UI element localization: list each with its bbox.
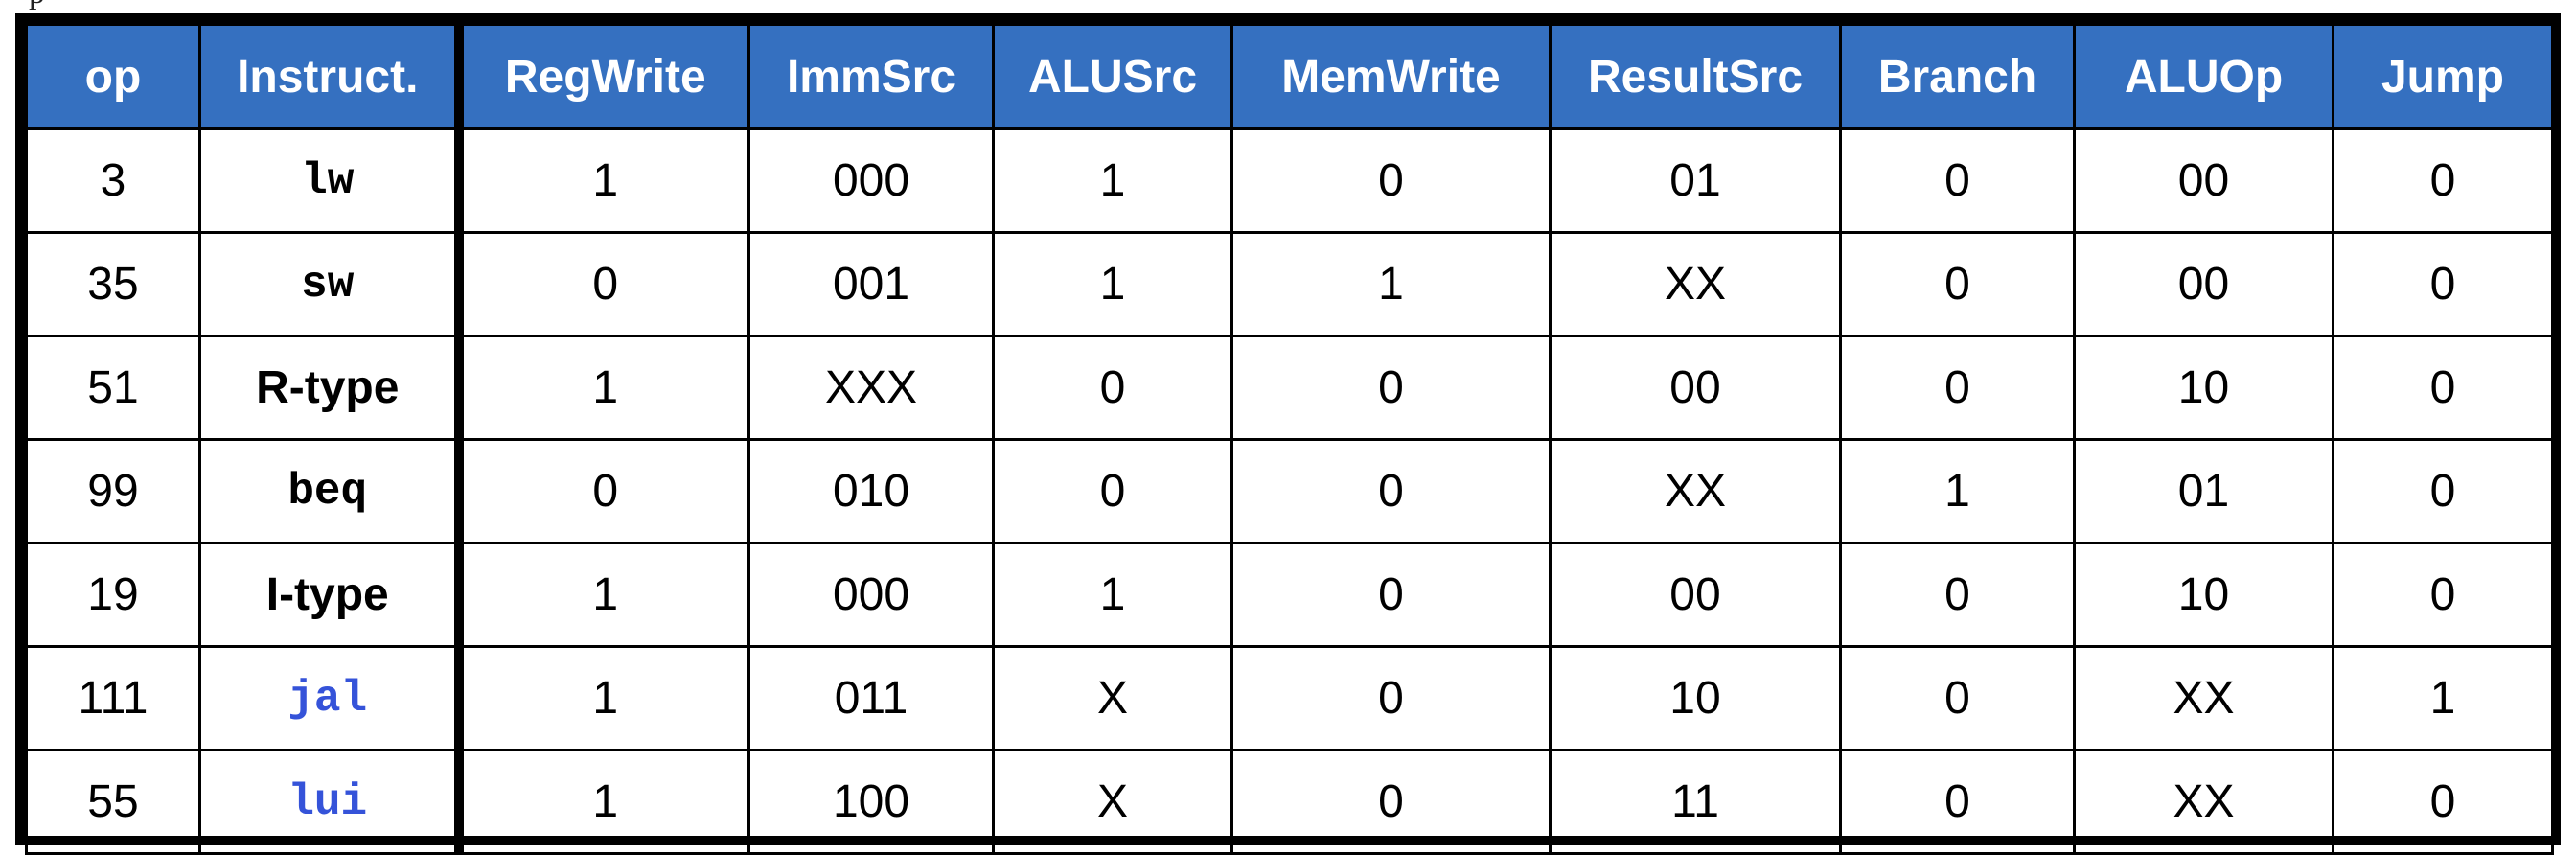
cell-instruction: I-type [198, 542, 464, 648]
table-row: 19 I-type 1 000 1 0 00 0 10 0 [25, 542, 2554, 648]
cell-memwrite: 1 [1230, 231, 1552, 337]
control-signal-table: op Instruct. RegWrite ImmSrc ALUSrc MemW… [25, 23, 2554, 855]
cell-resultsrc: 01 [1549, 127, 1842, 234]
cell-alusrc: 1 [992, 127, 1233, 234]
cell-op: 3 [25, 127, 201, 234]
cell-alusrc: 1 [992, 542, 1233, 648]
cell-op: 55 [25, 749, 201, 855]
cell-immsrc: 001 [748, 231, 995, 337]
table-row: 35 sw 0 001 1 1 XX 0 00 0 [25, 231, 2554, 337]
cell-alusrc: 0 [992, 335, 1233, 441]
table-row: 55 lui 1 100 X 0 11 0 XX 0 [25, 749, 2554, 855]
cell-resultsrc: 00 [1549, 542, 1842, 648]
cell-memwrite: 0 [1230, 438, 1552, 544]
cell-instruction: beq [198, 438, 464, 544]
cell-regwrite: 1 [457, 645, 750, 751]
cell-regwrite: 0 [457, 231, 750, 337]
table-header-row: op Instruct. RegWrite ImmSrc ALUSrc MemW… [25, 23, 2554, 130]
cell-jump: 0 [2332, 127, 2554, 234]
cell-aluop: 01 [2073, 438, 2334, 544]
cell-immsrc: 010 [748, 438, 995, 544]
cell-op: 99 [25, 438, 201, 544]
cell-resultsrc: 10 [1549, 645, 1842, 751]
cell-instruction: lw [198, 127, 464, 234]
cell-jump: 0 [2332, 749, 2554, 855]
header-regwrite: RegWrite [457, 23, 750, 130]
cell-op: 111 [25, 645, 201, 751]
cell-branch: 0 [1839, 542, 2076, 648]
cell-resultsrc: 11 [1549, 749, 1842, 855]
header-immsrc: ImmSrc [748, 23, 995, 130]
cell-regwrite: 0 [457, 438, 750, 544]
cell-jump: 1 [2332, 645, 2554, 751]
cell-regwrite: 1 [457, 542, 750, 648]
header-alusrc: ALUSrc [992, 23, 1233, 130]
cell-op: 51 [25, 335, 201, 441]
table-row: 3 lw 1 000 1 0 01 0 00 0 [25, 127, 2554, 234]
cell-jump: 0 [2332, 335, 2554, 441]
header-op: op [25, 23, 201, 130]
cell-aluop: XX [2073, 645, 2334, 751]
control-signal-table-frame: op Instruct. RegWrite ImmSrc ALUSrc MemW… [15, 13, 2561, 855]
cell-op: 19 [25, 542, 201, 648]
cell-alusrc: X [992, 645, 1233, 751]
cell-immsrc: 000 [748, 542, 995, 648]
cell-regwrite: 1 [457, 127, 750, 234]
cell-alusrc: X [992, 749, 1233, 855]
cell-branch: 0 [1839, 335, 2076, 441]
table-body: 3 lw 1 000 1 0 01 0 00 0 35 sw 0 001 1 1 XX 0 00 0 51 R-type 1… [25, 127, 2554, 855]
cell-jump: 0 [2332, 231, 2554, 337]
cell-aluop: XX [2073, 749, 2334, 855]
cell-branch: 0 [1839, 231, 2076, 337]
cell-instruction: jal [198, 645, 464, 751]
cell-immsrc: 000 [748, 127, 995, 234]
cell-jump: 0 [2332, 542, 2554, 648]
cell-resultsrc: XX [1549, 231, 1842, 337]
cell-instruction: sw [198, 231, 464, 337]
table-row: 111 jal 1 011 X 0 10 0 XX 1 [25, 645, 2554, 751]
cell-immsrc: 011 [748, 645, 995, 751]
cell-memwrite: 0 [1230, 127, 1552, 234]
cell-memwrite: 0 [1230, 749, 1552, 855]
cell-branch: 1 [1839, 438, 2076, 544]
table-row: 51 R-type 1 XXX 0 0 00 0 10 0 [25, 335, 2554, 441]
cell-branch: 0 [1839, 127, 2076, 234]
cell-resultsrc: 00 [1549, 335, 1842, 441]
header-jump: Jump [2332, 23, 2554, 130]
table-row: 99 beq 0 010 0 0 XX 1 01 0 [25, 438, 2554, 544]
cell-regwrite: 1 [457, 749, 750, 855]
cell-branch: 0 [1839, 645, 2076, 751]
header-memwrite: MemWrite [1230, 23, 1552, 130]
cell-jump: 0 [2332, 438, 2554, 544]
cell-op: 35 [25, 231, 201, 337]
cropped-text-fragment: p [29, 0, 67, 10]
cell-branch: 0 [1839, 749, 2076, 855]
cell-aluop: 00 [2073, 231, 2334, 337]
cell-instruction: R-type [198, 335, 464, 441]
header-resultsrc: ResultSrc [1549, 23, 1842, 130]
cell-aluop: 10 [2073, 335, 2334, 441]
cell-aluop: 00 [2073, 127, 2334, 234]
cell-aluop: 10 [2073, 542, 2334, 648]
cell-immsrc: 100 [748, 749, 995, 855]
cell-memwrite: 0 [1230, 335, 1552, 441]
header-branch: Branch [1839, 23, 2076, 130]
header-aluop: ALUOp [2073, 23, 2334, 130]
header-instruction: Instruct. [198, 23, 464, 130]
cell-instruction: lui [198, 749, 464, 855]
cell-memwrite: 0 [1230, 542, 1552, 648]
cell-immsrc: XXX [748, 335, 995, 441]
cell-memwrite: 0 [1230, 645, 1552, 751]
cell-resultsrc: XX [1549, 438, 1842, 544]
cell-alusrc: 1 [992, 231, 1233, 337]
cell-alusrc: 0 [992, 438, 1233, 544]
cell-regwrite: 1 [457, 335, 750, 441]
